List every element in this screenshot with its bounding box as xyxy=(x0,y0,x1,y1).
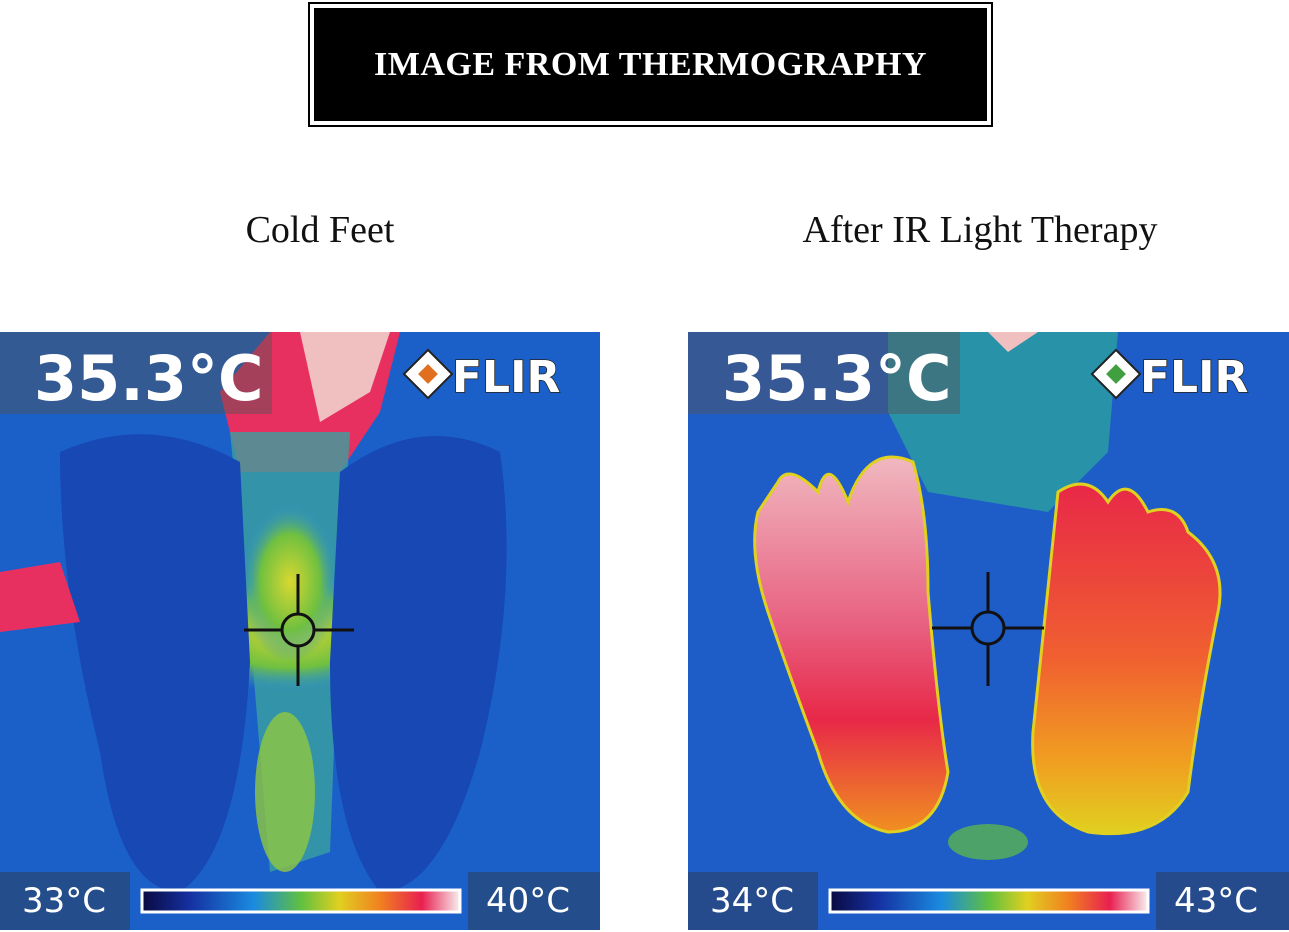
hot-top xyxy=(300,332,390,422)
scale-min: 33°C xyxy=(22,881,106,921)
caption: Cold Feet xyxy=(245,209,395,251)
brand: FLIR xyxy=(452,352,560,403)
warm-zone xyxy=(240,502,340,662)
reading-box xyxy=(0,332,272,414)
scale-max: 40°C xyxy=(486,881,570,921)
right-foot xyxy=(330,436,507,892)
title-box: IMAGE FROM THERMOGRAPHY xyxy=(308,2,993,127)
left-foot xyxy=(60,434,250,892)
thermal-image: 35.3°C FLIR 33°C 40°C xyxy=(0,332,600,930)
scale-max: 43°C xyxy=(1174,881,1258,921)
reading-box xyxy=(688,332,960,414)
scale-box xyxy=(468,872,600,930)
color-scale xyxy=(828,888,1150,914)
thermal-image: 35.3°C FLIR 34°C 43°C xyxy=(688,332,1289,930)
left-foot xyxy=(753,455,950,834)
warm-zone xyxy=(948,824,1028,860)
title: IMAGE FROM THERMOGRAPHY xyxy=(314,8,987,121)
scale-box xyxy=(1156,872,1289,930)
caption: After IR Light Therapy xyxy=(802,209,1158,251)
right-foot xyxy=(1031,482,1222,836)
crosshair xyxy=(932,572,1044,686)
scale-box xyxy=(0,872,130,930)
reading: 35.3°C xyxy=(34,342,263,415)
scale-min: 34°C xyxy=(710,881,794,921)
thermal-svg: 35.3°C FLIR 33°C 40°C xyxy=(0,332,600,930)
logo-mark xyxy=(1090,348,1142,400)
thermal-svg: 35.3°C FLIR 34°C 43°C xyxy=(688,332,1289,930)
scale-box xyxy=(688,872,818,930)
color-scale xyxy=(140,888,462,914)
warm-edge xyxy=(0,562,80,632)
logo-mark xyxy=(402,348,454,400)
reading: 35.3°C xyxy=(722,342,951,415)
warm-top xyxy=(888,332,1118,512)
crosshair xyxy=(244,574,354,686)
brand: FLIR xyxy=(1140,352,1248,403)
warm-zone xyxy=(255,712,315,872)
hot-top xyxy=(988,332,1038,352)
